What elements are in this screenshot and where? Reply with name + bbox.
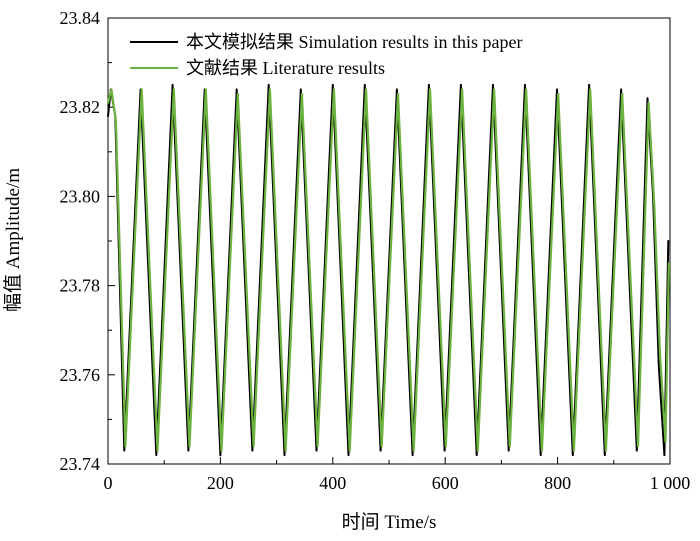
legend: 本文模拟结果 Simulation results in this paper 文… <box>130 32 522 78</box>
x-tick-label: 0 <box>104 473 113 493</box>
plot-area <box>106 83 671 457</box>
y-tick-label: 23.84 <box>60 8 101 28</box>
legend-label-1: 本文模拟结果 Simulation results in this paper <box>186 32 522 52</box>
x-tick-label: 800 <box>544 473 571 493</box>
y-tick-label: 23.76 <box>60 365 101 385</box>
y-tick-label: 23.80 <box>60 186 101 206</box>
y-tick-label: 23.74 <box>60 454 101 474</box>
series-line-2 <box>106 88 671 452</box>
y-tick-label: 23.78 <box>60 276 101 296</box>
y-tick-label: 23.82 <box>60 97 101 117</box>
x-tick-label: 400 <box>319 473 346 493</box>
x-tick-label: 600 <box>432 473 459 493</box>
x-axis-title: 时间 Time/s <box>342 511 437 533</box>
y-axis-title: 幅值 Amplitude/m <box>2 168 24 312</box>
x-tick-label: 200 <box>207 473 234 493</box>
x-tick-label: 1 000 <box>650 473 691 493</box>
axes: 0 200 400 600 800 1 000 23.74 23.76 23.78 23.80 23… <box>60 8 691 493</box>
legend-label-2: 文献结果 Literature results <box>186 58 385 78</box>
